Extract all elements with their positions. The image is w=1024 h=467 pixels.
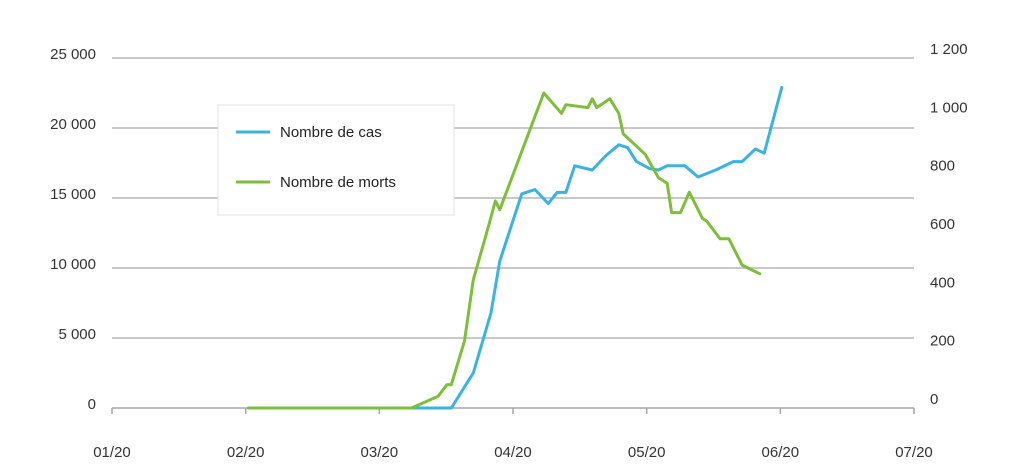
series-line-deaths bbox=[247, 91, 762, 410]
legend: Nombre de cas Nombre de morts bbox=[217, 104, 455, 216]
tick-labels: 0 5 000 10 000 15 000 20 000 25 000 0 200 400 600… bbox=[50, 41, 967, 461]
series-lines bbox=[247, 85, 784, 410]
y-right-tick-label: 0 bbox=[930, 391, 938, 408]
legend-label: Nombre de morts bbox=[280, 174, 396, 191]
y-left-tick-label: 10 000 bbox=[50, 256, 96, 273]
y-right-tick-label: 400 bbox=[930, 274, 955, 291]
x-tick-label: 06/20 bbox=[762, 444, 800, 461]
y-right-tick-label: 1 000 bbox=[930, 99, 968, 116]
y-right-tick-label: 600 bbox=[930, 216, 955, 233]
y-left-tick-label: 25 000 bbox=[50, 46, 96, 63]
x-tick-label: 05/20 bbox=[628, 444, 666, 461]
x-tick-label: 04/20 bbox=[494, 444, 532, 461]
series-line-cases bbox=[247, 85, 784, 410]
y-left-tick-label: 0 bbox=[88, 396, 96, 413]
x-tick-label: 01/20 bbox=[93, 444, 131, 461]
legend-label: Nombre de cas bbox=[280, 124, 382, 141]
y-left-tick-label: 20 000 bbox=[50, 116, 96, 133]
y-left-tick-label: 5 000 bbox=[58, 326, 96, 343]
y-right-tick-label: 1 200 bbox=[930, 41, 968, 58]
legend-box bbox=[217, 104, 455, 216]
x-axis bbox=[111, 407, 915, 414]
y-left-tick-label: 15 000 bbox=[50, 186, 96, 203]
x-tick-label: 07/20 bbox=[895, 444, 933, 461]
y-right-tick-label: 200 bbox=[930, 333, 955, 350]
x-tick-label: 03/20 bbox=[361, 444, 399, 461]
x-tick-label: 02/20 bbox=[227, 444, 265, 461]
y-right-tick-label: 800 bbox=[930, 158, 955, 175]
